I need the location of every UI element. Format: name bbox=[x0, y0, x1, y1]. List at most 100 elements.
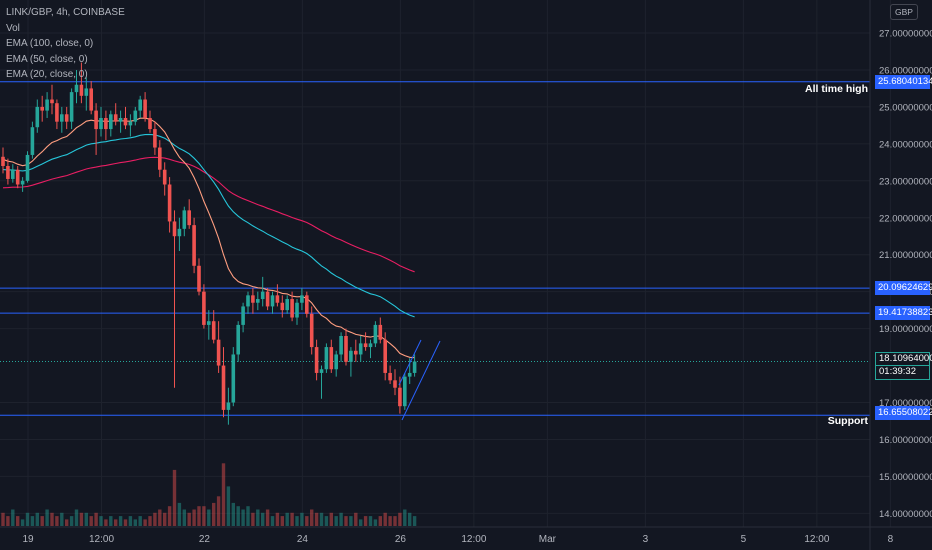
candle-body bbox=[162, 169, 167, 185]
volume-bar bbox=[118, 516, 123, 526]
candle-body bbox=[339, 335, 343, 355]
currency-button[interactable]: GBP bbox=[890, 4, 918, 20]
volume-bar bbox=[207, 509, 211, 526]
volume-bar bbox=[94, 512, 98, 526]
candle-body bbox=[319, 369, 324, 373]
volume-bar bbox=[6, 516, 10, 526]
volume-bar bbox=[280, 516, 284, 526]
volume-bar bbox=[256, 509, 260, 526]
last-price-tag: 18.10964000 bbox=[875, 352, 932, 366]
volume-bar bbox=[403, 509, 407, 526]
x-tick-label: Mar bbox=[539, 534, 557, 545]
x-tick-label: 3 bbox=[643, 534, 649, 545]
y-tick-label: 27.00000000 bbox=[879, 29, 932, 40]
ema50-line bbox=[2, 133, 415, 318]
candle-body bbox=[324, 347, 329, 370]
volume-bar bbox=[35, 512, 39, 526]
price-axis[interactable]: 27.00000000 26.00000000 25.00000000 24.0000… bbox=[879, 29, 932, 520]
candle-body bbox=[158, 147, 162, 170]
volume-label[interactable]: Vol bbox=[6, 22, 20, 34]
volume-bar bbox=[55, 516, 59, 526]
candle-body bbox=[99, 117, 103, 130]
candle-body bbox=[64, 114, 69, 122]
x-tick-label: 24 bbox=[297, 534, 309, 545]
chart-legend: LINK/GBP, 4h, COINBASE Vol EMA (100, clo… bbox=[6, 5, 125, 83]
volume-bar bbox=[246, 506, 250, 526]
volume-bar bbox=[221, 463, 226, 526]
candle-body bbox=[197, 265, 201, 292]
volume-bar bbox=[354, 512, 358, 526]
candle-body bbox=[349, 350, 353, 362]
candle-body bbox=[216, 339, 221, 366]
candle-body bbox=[358, 343, 363, 355]
volume-bar bbox=[285, 512, 289, 526]
trend-line-upper[interactable] bbox=[398, 339, 422, 386]
y-tick-label: 23.00000000 bbox=[879, 176, 932, 187]
x-tick-label: 19 bbox=[22, 534, 34, 545]
candle-body bbox=[260, 291, 265, 300]
volume-bar bbox=[329, 512, 333, 526]
candle-body bbox=[6, 166, 10, 179]
volume-bar bbox=[192, 509, 196, 526]
volume-bar bbox=[99, 516, 103, 526]
volume-bar bbox=[74, 509, 79, 526]
candle-body bbox=[354, 350, 358, 355]
ema100-label[interactable]: EMA (100, close, 0) bbox=[6, 38, 94, 49]
trend-line-lower[interactable] bbox=[401, 340, 441, 421]
candle-body bbox=[182, 210, 187, 229]
volume-bar bbox=[182, 509, 186, 526]
candle-body bbox=[128, 121, 133, 126]
volume-bar bbox=[349, 516, 353, 526]
candle-body bbox=[50, 99, 54, 104]
candle-body bbox=[207, 321, 211, 325]
volume-bar bbox=[138, 516, 142, 526]
candle-body bbox=[407, 372, 412, 377]
candle-body bbox=[383, 339, 387, 373]
grid-lines bbox=[0, 0, 891, 527]
y-tick-label: 26.00000000 bbox=[879, 65, 932, 76]
x-tick-label: 8 bbox=[888, 534, 894, 545]
candle-body bbox=[295, 302, 299, 318]
x-tick-label: 26 bbox=[395, 534, 407, 545]
candle-body bbox=[226, 402, 231, 410]
candle-timer: 01:39:32 bbox=[875, 366, 930, 380]
candle-body bbox=[290, 299, 294, 318]
volume-bar bbox=[197, 506, 201, 526]
volume-bars bbox=[1, 463, 417, 526]
symbol-label[interactable]: LINK/GBP, 4h, COINBASE bbox=[6, 7, 125, 18]
ema20-label[interactable]: EMA (20, close, 0) bbox=[6, 69, 88, 80]
volume-bar bbox=[25, 512, 30, 526]
ema50-label[interactable]: EMA (50, close, 0) bbox=[6, 53, 88, 65]
volume-bar bbox=[295, 516, 299, 526]
y-tick-label: 24.00000000 bbox=[879, 139, 932, 150]
candle-body bbox=[412, 361, 417, 373]
candle-body bbox=[285, 299, 289, 311]
volume-bar bbox=[300, 512, 304, 526]
candle-body bbox=[79, 84, 84, 96]
candle-body bbox=[403, 376, 407, 407]
volume-bar bbox=[20, 519, 25, 526]
candle-body bbox=[398, 387, 402, 407]
volume-bar bbox=[153, 512, 157, 526]
volume-bar bbox=[319, 512, 324, 526]
candle-body bbox=[20, 180, 25, 185]
volume-bar bbox=[177, 502, 182, 526]
candle-body bbox=[231, 354, 236, 403]
candle-body bbox=[167, 184, 172, 222]
volume-bar bbox=[412, 516, 417, 526]
volume-bar bbox=[261, 512, 265, 526]
horizontal-levels[interactable] bbox=[0, 81, 870, 416]
volume-bar bbox=[163, 512, 167, 526]
trend-channel[interactable] bbox=[398, 339, 441, 421]
candle-body bbox=[280, 302, 285, 311]
volume-bar bbox=[226, 486, 231, 526]
candle-body bbox=[275, 295, 280, 303]
resistance1-price-tag: 20.09624629 bbox=[875, 281, 932, 295]
volume-bar bbox=[16, 516, 20, 526]
candle-body bbox=[55, 103, 59, 122]
volume-bar bbox=[373, 519, 378, 526]
volume-bar bbox=[231, 502, 235, 526]
